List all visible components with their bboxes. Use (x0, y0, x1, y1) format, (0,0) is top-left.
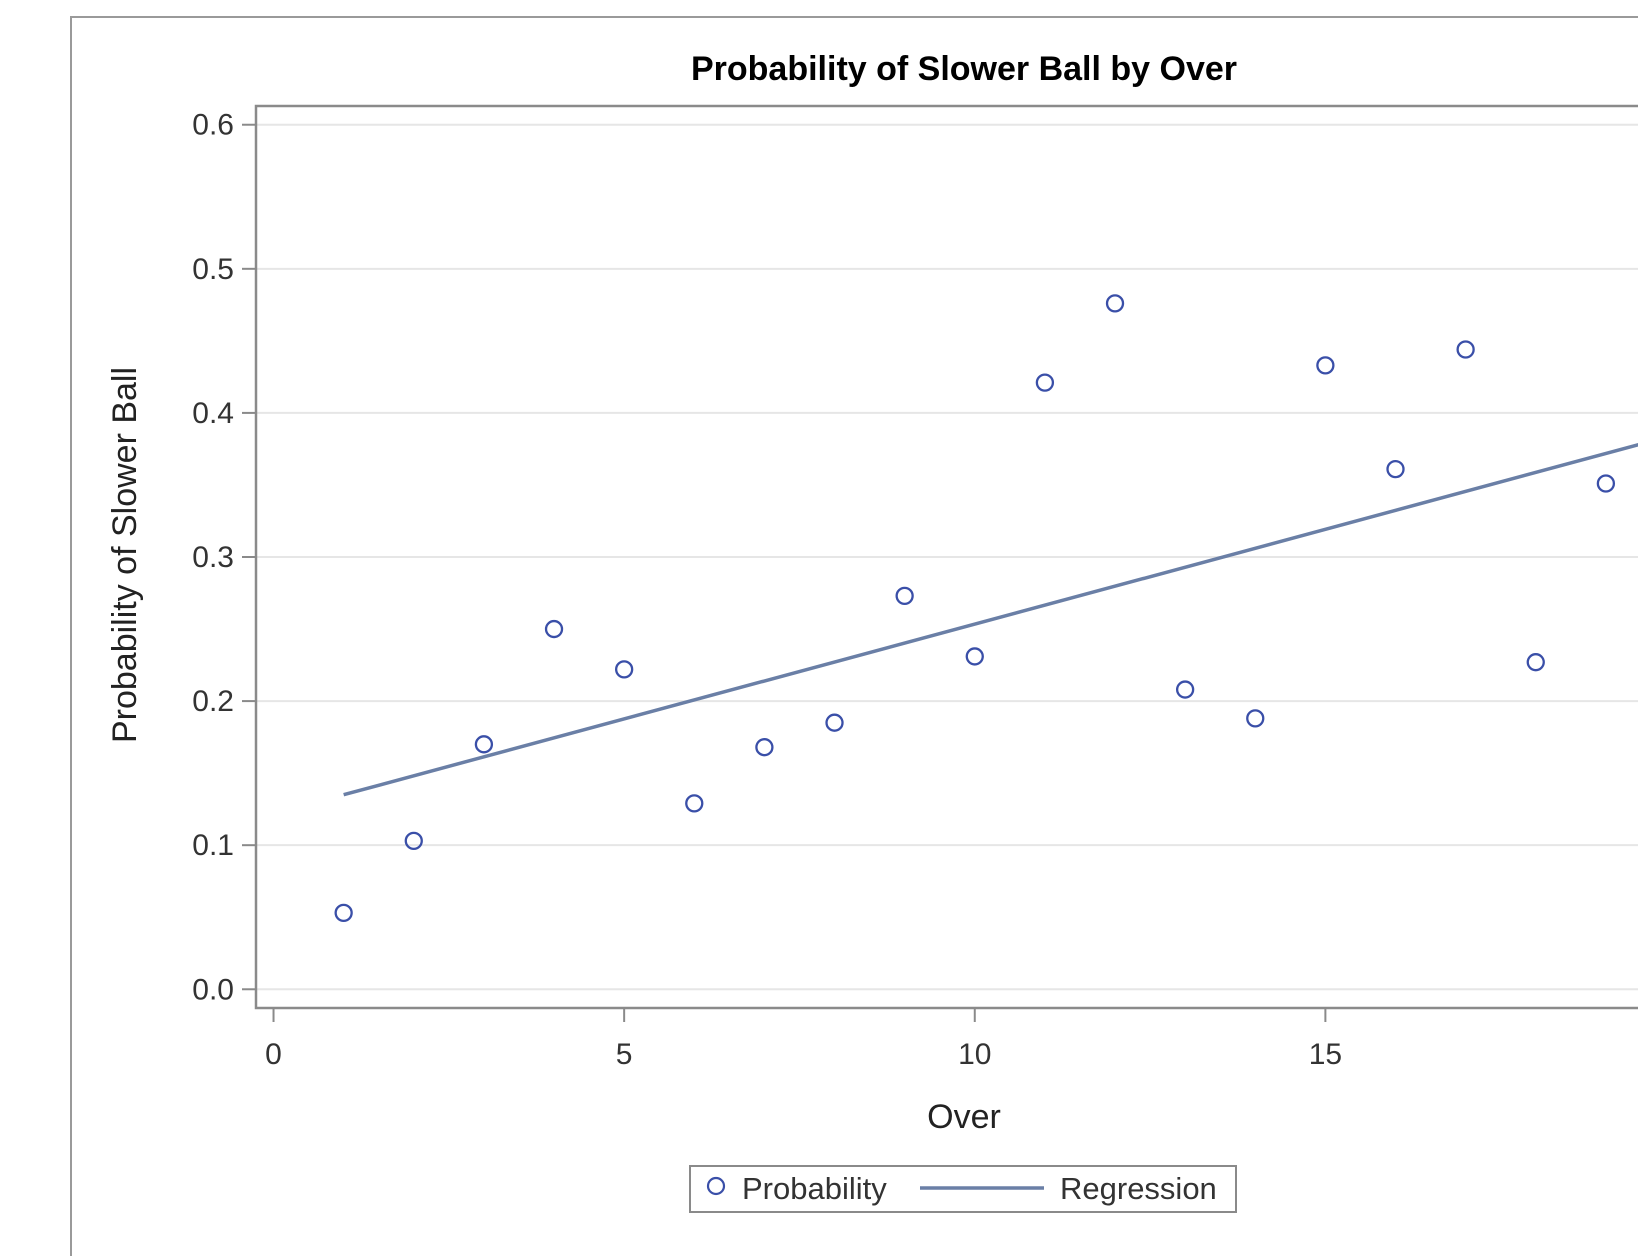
data-point (1456, 340, 1475, 359)
chart-frame (70, 16, 1638, 1256)
data-point (544, 619, 564, 639)
data-point (474, 735, 494, 754)
x-tick-label: 0 (265, 1038, 282, 1071)
legend-probability-label: Probability (742, 1171, 887, 1206)
chart-title: Probability of Slower Ball by Over (691, 50, 1237, 88)
y-tick-label: 0.6 (192, 109, 234, 142)
x-axis-title: Over (927, 1098, 1001, 1136)
data-point (1035, 373, 1055, 392)
data-point (965, 647, 984, 666)
data-point (895, 586, 914, 606)
data-point (685, 794, 704, 813)
y-tick-label: 0.2 (192, 685, 234, 718)
data-point (1316, 356, 1335, 375)
legend-regression-label: Regression (1060, 1171, 1217, 1206)
data-point (404, 831, 423, 851)
x-tick-label: 10 (958, 1038, 991, 1071)
probability-series (334, 294, 1616, 923)
data-point (1175, 680, 1195, 699)
y-tick-label: 0.1 (192, 829, 234, 862)
gridlines (256, 123, 1638, 991)
y-axis: 0.0 0.1 0.2 0.3 0.4 0.5 0.6 (192, 109, 256, 1006)
data-point (755, 738, 774, 757)
legend: Probability Regression (689, 1165, 1237, 1213)
data-point (825, 713, 844, 732)
x-axis: 05101520 (265, 1008, 1342, 1071)
y-tick-label: 0.5 (192, 253, 234, 286)
regression-series (343, 442, 1638, 797)
y-tick-label: 0.4 (192, 397, 234, 430)
data-point (1386, 459, 1405, 479)
data-point (1526, 653, 1545, 672)
data-point (1246, 709, 1265, 728)
data-point (1596, 474, 1616, 493)
x-tick-label: 15 (1309, 1038, 1342, 1071)
y-tick-label: 0.0 (192, 973, 234, 1006)
regression-line (343, 442, 1638, 797)
scatter-chart: Probability of Slower Ball by Over 0.00.… (106, 50, 1638, 1213)
legend-probability-marker (706, 1176, 726, 1196)
y-axis-title: Probability of Slower Ball (106, 367, 144, 743)
x-tick-label: 5 (616, 1038, 633, 1071)
y-tick-label: 0.3 (192, 541, 234, 574)
data-point (614, 660, 634, 679)
data-point (334, 903, 353, 923)
data-point (1105, 294, 1125, 313)
